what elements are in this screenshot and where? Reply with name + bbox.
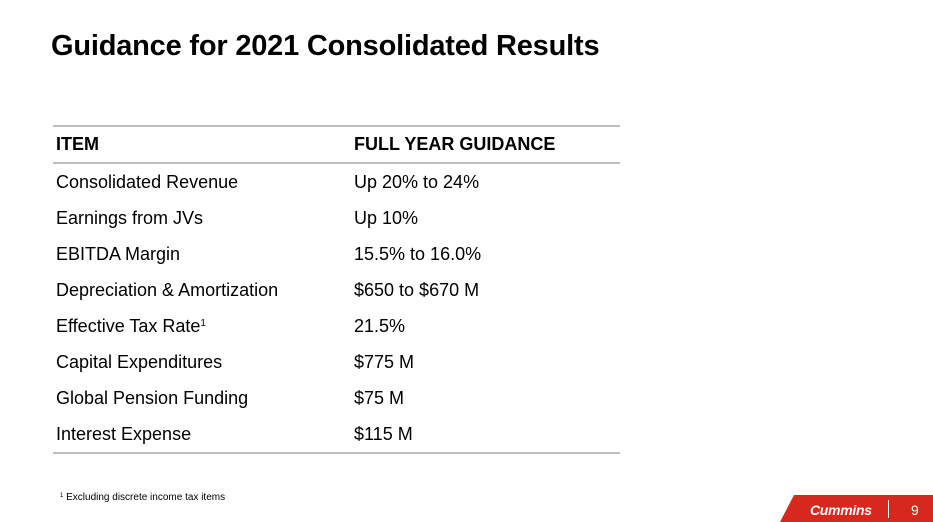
- row-guidance: 15.5% to 16.0%: [354, 243, 482, 264]
- guidance-table: ITEM FULL YEAR GUIDANCE Consolidated Rev…: [53, 125, 620, 454]
- footnote: 1 Excluding discrete income tax items: [60, 492, 225, 503]
- cummins-logo: Cummins: [810, 502, 872, 518]
- footer-divider: [888, 500, 889, 518]
- row-guidance: 21.5%: [354, 315, 406, 336]
- row-item: Consolidated Revenue: [56, 171, 239, 192]
- row-item-with-footnote: Effective Tax Rate1: [53, 308, 351, 344]
- row-guidance: $650 to $670 M: [354, 279, 480, 300]
- table-row: Consolidated Revenue Up 20% to 24%: [53, 163, 620, 200]
- footnote-marker: 1: [60, 493, 64, 499]
- table-row: Depreciation & Amortization $650 to $670…: [53, 272, 620, 308]
- table-row: EBITDA Margin 15.5% to 16.0%: [53, 236, 620, 272]
- row-guidance: $75 M: [354, 387, 405, 408]
- row-item: Interest Expense: [56, 423, 192, 444]
- row-item: Global Pension Funding: [56, 387, 249, 408]
- brand-bar: [780, 495, 933, 522]
- footnote-text: Excluding discrete income tax items: [66, 492, 226, 503]
- row-guidance: $775 M: [354, 351, 415, 372]
- page-number: 9: [911, 502, 919, 518]
- row-guidance: Up 20% to 24%: [354, 171, 480, 192]
- row-item: Effective Tax Rate: [56, 315, 201, 336]
- header-guidance: FULL YEAR GUIDANCE: [351, 126, 620, 164]
- row-guidance: Up 10%: [354, 207, 419, 228]
- header-item: ITEM: [53, 126, 351, 164]
- row-item: Earnings from JVs: [56, 207, 204, 228]
- row-guidance: $115 M: [354, 423, 413, 444]
- table-header-row: ITEM FULL YEAR GUIDANCE: [53, 126, 620, 164]
- row-item: Depreciation & Amortization: [56, 279, 279, 300]
- row-item: EBITDA Margin: [56, 243, 181, 264]
- table-row: Interest Expense $115 M: [53, 416, 620, 453]
- table-row: Earnings from JVs Up 10%: [53, 200, 620, 236]
- table-row: Effective Tax Rate1 21.5%: [53, 308, 620, 344]
- table-row: Capital Expenditures $775 M: [53, 344, 620, 380]
- row-item: Capital Expenditures: [56, 351, 223, 372]
- footnote-marker: 1: [200, 317, 206, 329]
- slide-title: Guidance for 2021 Consolidated Results: [51, 30, 600, 62]
- table-row: Global Pension Funding $75 M: [53, 380, 620, 416]
